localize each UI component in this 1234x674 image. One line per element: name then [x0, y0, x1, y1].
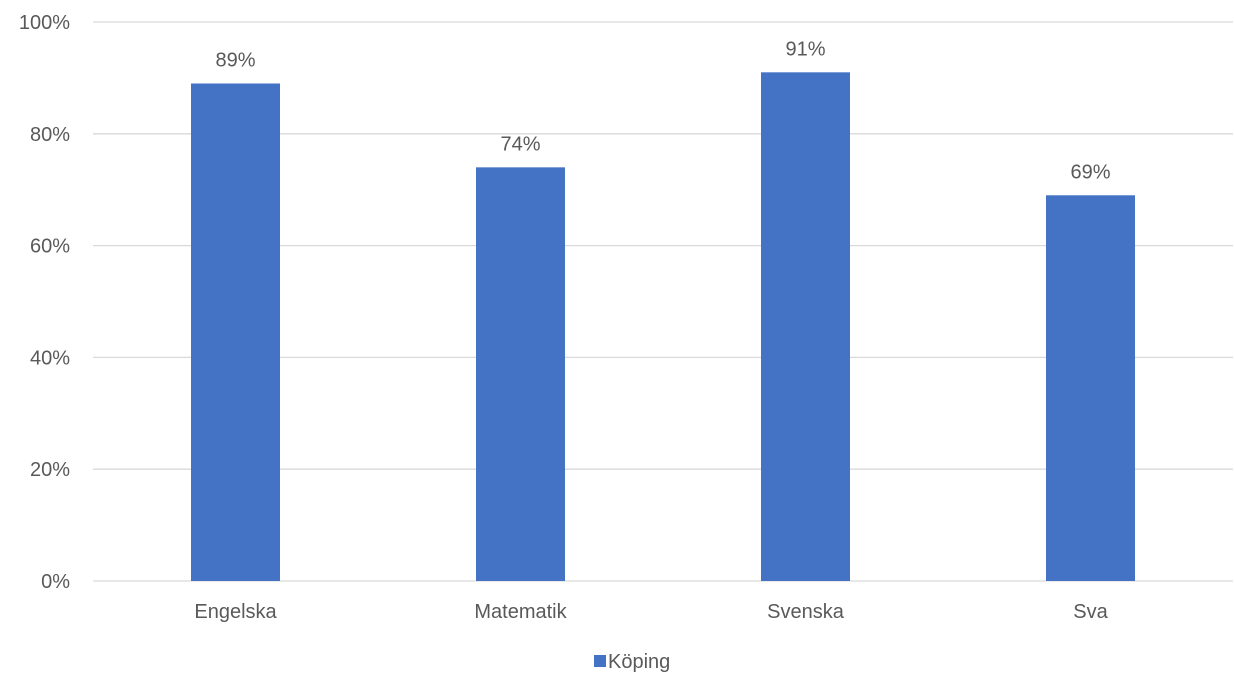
y-tick-label: 60% — [30, 236, 70, 258]
bar-sva — [1046, 195, 1135, 582]
data-label: 89% — [215, 49, 255, 71]
y-tick-label: 80% — [30, 124, 70, 146]
category-label: Engelska — [194, 601, 277, 623]
y-tick-label: 100% — [19, 12, 70, 34]
bars — [191, 72, 1135, 582]
legend-label: Köping — [608, 651, 670, 673]
bar-matematik — [476, 167, 565, 581]
bar-svenska — [761, 72, 850, 581]
legend: Köping — [594, 651, 670, 673]
data-label: 69% — [1070, 161, 1110, 183]
category-label: Svenska — [767, 601, 845, 623]
legend-swatch — [594, 655, 606, 667]
x-axis-category-labels: Engelska Matematik Svenska Sva — [194, 601, 1108, 623]
y-tick-label: 20% — [30, 459, 70, 481]
data-labels: 89% 74% 91% 69% — [215, 38, 1110, 183]
y-tick-label: 0% — [41, 571, 70, 593]
category-label: Sva — [1073, 601, 1108, 623]
data-label: 91% — [785, 38, 825, 60]
bar-engelska — [191, 83, 280, 582]
gridlines — [93, 21, 1233, 582]
y-axis-tick-labels: 0% 20% 40% 60% 80% 100% — [19, 12, 70, 593]
data-label: 74% — [500, 133, 540, 155]
category-label: Matematik — [474, 601, 567, 623]
y-tick-label: 40% — [30, 347, 70, 369]
